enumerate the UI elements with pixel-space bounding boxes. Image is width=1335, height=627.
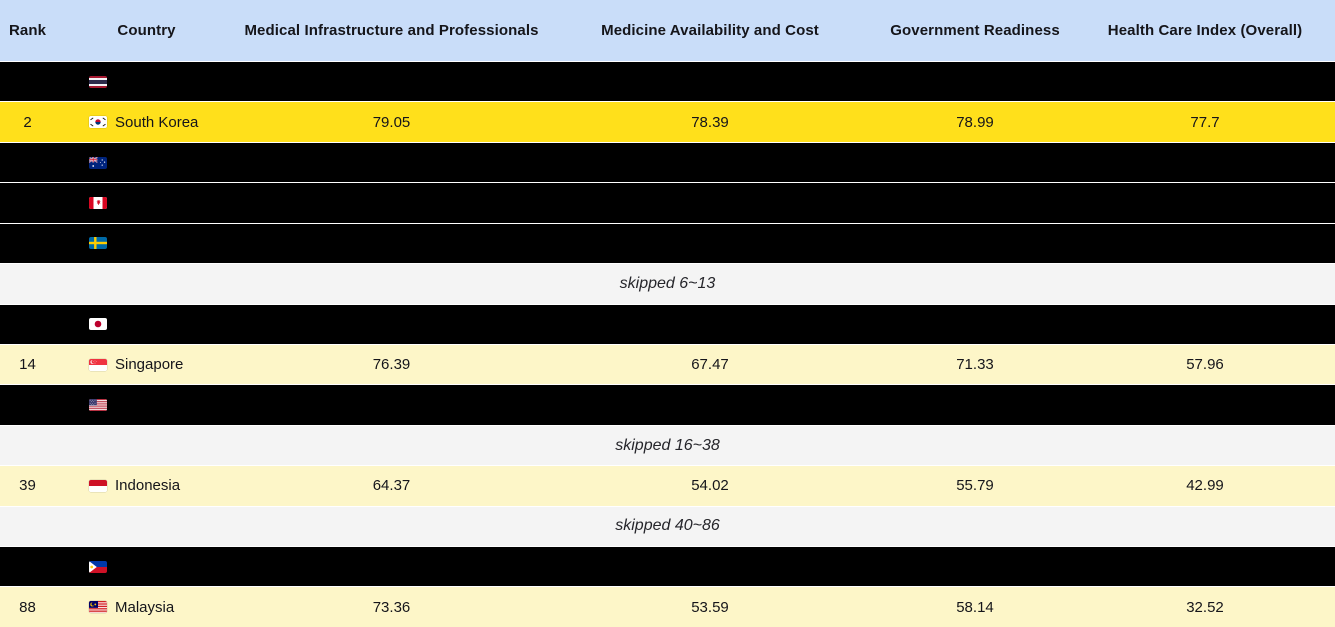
skipped-range-row: skipped 6~13 [0, 263, 1335, 304]
column-header-rank: Rank [8, 22, 47, 39]
skipped-range-label: skipped 16~38 [615, 436, 720, 454]
flag-sweden-icon [89, 237, 107, 250]
medicine_availability-cell: 78.39 [691, 113, 729, 131]
flag-united-states-icon [89, 399, 107, 412]
medical_infrastructure-cell: 73.36 [372, 598, 411, 616]
table-row-singapore[interactable]: 14 Singapore 76.39 67.47 71.33 57.96 [0, 343, 1335, 385]
health_care_index-cell: 42.99 [1186, 477, 1224, 495]
country-name: Indonesia [115, 477, 181, 495]
table-row-canada-hidden[interactable] [0, 182, 1335, 223]
government_readiness-cell: 78.99 [956, 113, 994, 131]
table-row-south-korea[interactable]: 2 South Korea 79.05 78.39 78.99 77.7 [0, 101, 1335, 142]
table-row-indonesia[interactable]: 39 Indonesia 64.37 54.02 55.79 42.99 [0, 465, 1335, 506]
rank-cell: 14 [19, 356, 36, 374]
country-cell: Singapore [55, 356, 238, 373]
rank-cell: 2 [23, 113, 32, 131]
table-body: 2 South Korea 79.05 78.39 78.99 77.7 skipped 6… [0, 61, 1335, 627]
table-row-australia-hidden[interactable] [0, 141, 1335, 183]
country-name: Malaysia [115, 598, 175, 616]
flag-japan-icon [89, 318, 107, 331]
flag-malaysia-icon [89, 601, 107, 614]
country-cell: South Korea [55, 114, 238, 131]
flag-south-korea-icon [89, 116, 107, 129]
government_readiness-cell: 55.79 [956, 477, 994, 495]
skipped-range-label: skipped 6~13 [619, 274, 716, 292]
country-cell [55, 75, 238, 88]
health_care_index-cell: 32.52 [1186, 598, 1224, 616]
flag-philippines-icon [89, 560, 107, 573]
skipped-range-row: skipped 16~38 [0, 424, 1335, 466]
country-cell: Indonesia [55, 477, 238, 494]
column-header-government-readiness: Government Readiness [890, 22, 1060, 39]
country-cell [55, 237, 238, 250]
column-header-medicine-availability: Medicine Availability and Cost [601, 22, 819, 39]
skipped-range-label: skipped 40~86 [615, 517, 720, 535]
country-cell [55, 196, 238, 209]
government_readiness-cell: 58.14 [956, 598, 994, 616]
health_care_index-cell: 57.96 [1186, 356, 1224, 374]
column-header-medical-infrastructure: Medical Infrastructure and Professionals [244, 22, 539, 39]
medical_infrastructure-cell: 76.39 [372, 356, 411, 374]
rank-cell: 88 [19, 598, 36, 616]
flag-singapore-icon [89, 358, 107, 371]
country-cell: Malaysia [55, 599, 238, 616]
country-cell [55, 399, 238, 412]
country-name: South Korea [115, 113, 199, 131]
table-row-thailand-hidden[interactable] [0, 61, 1335, 102]
column-header-country: Country [117, 22, 176, 39]
medical_infrastructure-cell: 64.37 [372, 477, 411, 495]
flag-thailand-icon [89, 75, 107, 88]
flag-indonesia-icon [89, 479, 107, 492]
medical_infrastructure-cell: 79.05 [372, 113, 411, 131]
medicine_availability-cell: 67.47 [691, 356, 729, 374]
medicine_availability-cell: 54.02 [691, 477, 729, 495]
table-row-united-states-hidden[interactable] [0, 384, 1335, 425]
country-name: Singapore [115, 356, 184, 374]
table-row-malaysia[interactable]: 88 Malaysia 73.36 53.59 58.14 32.52 [0, 586, 1335, 627]
country-cell [55, 318, 238, 331]
country-cell [55, 560, 238, 573]
column-header-health-care-index: Health Care Index (Overall) [1107, 22, 1303, 39]
table-row-japan-hidden[interactable] [0, 303, 1335, 344]
table-row-philippines-hidden[interactable] [0, 546, 1335, 587]
skipped-range-row: skipped 40~86 [0, 505, 1335, 547]
flag-canada-icon [89, 196, 107, 209]
table-row-sweden-hidden[interactable] [0, 222, 1335, 264]
health_care_index-cell: 77.7 [1190, 113, 1220, 131]
rank-cell: 39 [19, 477, 36, 495]
table-header-row: Rank Country Medical Infrastructure and … [0, 0, 1335, 61]
country-cell [55, 156, 238, 169]
medicine_availability-cell: 53.59 [691, 598, 729, 616]
flag-australia-icon [89, 156, 107, 169]
government_readiness-cell: 71.33 [956, 356, 994, 374]
